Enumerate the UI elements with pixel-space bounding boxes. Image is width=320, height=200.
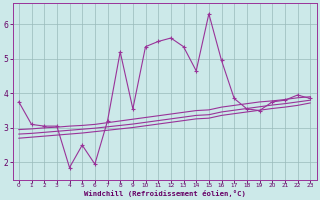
X-axis label: Windchill (Refroidissement éolien,°C): Windchill (Refroidissement éolien,°C) <box>84 190 245 197</box>
